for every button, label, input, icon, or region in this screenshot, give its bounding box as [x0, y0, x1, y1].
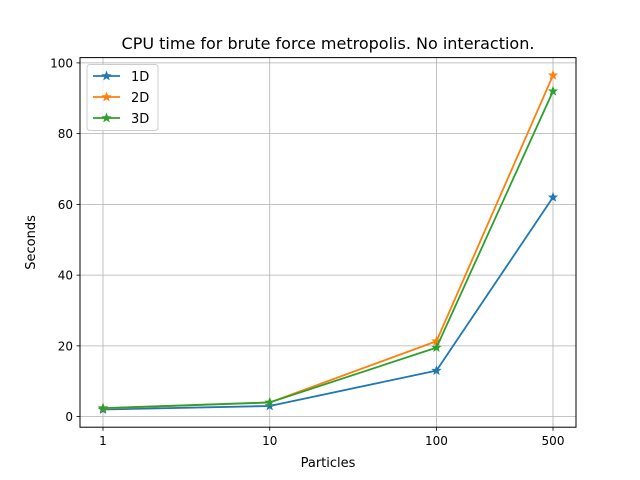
x-axis-label: Particles: [301, 456, 356, 471]
legend-marker-3d: [101, 112, 112, 123]
x-tick-label: 500: [542, 434, 565, 448]
y-axis-ticks: 0 20 40 60 80 100: [50, 56, 80, 424]
legend: 1D 2D 3D: [86, 64, 159, 131]
series-line-3d: [102, 90, 554, 409]
x-axis-ticks: 1 10 100 500: [99, 427, 564, 448]
y-axis-label: Seconds: [24, 215, 39, 270]
legend-marker-2d: [101, 91, 112, 102]
chart-title: CPU time for brute force metropolis. No …: [122, 34, 535, 53]
plot-frame: [79, 57, 577, 428]
series-line-1d: [102, 196, 554, 411]
data-series: [97, 69, 559, 414]
legend-label-3d: 3D: [131, 112, 149, 127]
data-point-1d: [547, 191, 559, 202]
legend-box: [86, 64, 159, 131]
y-tick-label: 0: [65, 410, 73, 424]
legend-marker-1d: [101, 70, 112, 81]
y-tick-label: 40: [58, 269, 73, 283]
data-point-2d: [547, 69, 559, 80]
x-tick-label: 1: [99, 434, 107, 448]
x-tick-label: 10: [262, 434, 277, 448]
x-tick-label: 100: [425, 434, 448, 448]
data-point-3d: [97, 402, 109, 413]
data-point-1d: [431, 365, 442, 376]
y-tick-label: 100: [50, 56, 73, 70]
legend-label-1d: 1D: [131, 70, 149, 85]
legend-label-2d: 2D: [131, 91, 149, 106]
y-tick-label: 80: [58, 127, 73, 141]
data-point-1d: [264, 400, 275, 411]
data-point-3d: [264, 396, 275, 407]
data-point-3d: [547, 85, 559, 96]
data-point-3d: [431, 342, 442, 353]
y-tick-label: 20: [58, 339, 73, 353]
grid-lines: [80, 57, 576, 428]
y-tick-label: 60: [58, 198, 73, 212]
